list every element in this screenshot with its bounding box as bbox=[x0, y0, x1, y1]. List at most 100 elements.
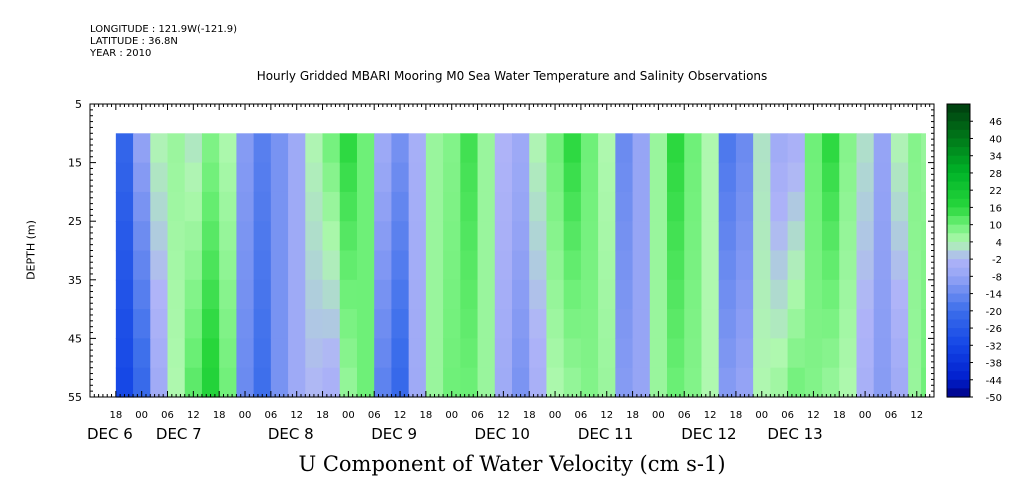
x-hour-label: 12 bbox=[807, 410, 820, 421]
heatmap-cell bbox=[494, 250, 513, 281]
heatmap-cell bbox=[753, 279, 771, 310]
heatmap-cell bbox=[529, 338, 548, 369]
heatmap-cell bbox=[219, 133, 237, 164]
heatmap-cell bbox=[598, 338, 616, 369]
heatmap-cell bbox=[873, 309, 892, 339]
heatmap-cell bbox=[908, 367, 922, 398]
x-hour-label: 06 bbox=[781, 410, 794, 421]
heatmap-cell bbox=[529, 309, 548, 339]
heatmap-cell bbox=[460, 221, 479, 252]
colorbar-label: 34 bbox=[989, 152, 1002, 163]
heatmap-cell bbox=[270, 367, 289, 398]
heatmap-cell bbox=[667, 191, 685, 222]
heatmap-cell bbox=[856, 279, 875, 310]
heatmap-cell bbox=[770, 250, 789, 281]
heatmap-cell bbox=[219, 309, 237, 339]
heatmap-cell bbox=[921, 250, 926, 281]
colorbar-swatch bbox=[947, 147, 970, 157]
heatmap-cell bbox=[322, 162, 341, 193]
heatmap-cell bbox=[374, 367, 393, 398]
heatmap-cell bbox=[649, 133, 668, 164]
heatmap-cell bbox=[649, 250, 668, 281]
heatmap-cell bbox=[735, 367, 754, 398]
heatmap-cell bbox=[219, 338, 237, 369]
heatmap-cell bbox=[615, 250, 634, 281]
colorbar-swatch bbox=[947, 224, 970, 234]
heatmap-cell bbox=[921, 191, 926, 222]
heatmap-cell bbox=[908, 279, 922, 310]
heatmap-cell bbox=[787, 279, 806, 310]
heatmap-cell bbox=[770, 309, 789, 339]
colorbar-swatch bbox=[947, 302, 970, 312]
heatmap-cell bbox=[391, 221, 410, 252]
heatmap-cell bbox=[563, 221, 582, 252]
heatmap-cell bbox=[184, 221, 203, 252]
colorbar-swatch bbox=[947, 172, 970, 183]
heatmap-cell bbox=[356, 162, 375, 193]
heatmap-cell bbox=[563, 250, 582, 281]
heatmap-cell bbox=[236, 309, 255, 339]
heatmap-cell bbox=[477, 279, 496, 310]
heatmap-cell bbox=[133, 162, 151, 193]
heatmap-cell bbox=[460, 279, 479, 310]
colorbar-swatch bbox=[947, 198, 970, 209]
heatmap-cell bbox=[236, 250, 255, 281]
heatmap-cell bbox=[580, 338, 599, 369]
heatmap-cell bbox=[856, 309, 875, 339]
x-hour-label: 00 bbox=[239, 410, 252, 421]
heatmap-cell bbox=[288, 191, 306, 222]
heatmap-cell bbox=[649, 221, 668, 252]
heatmap-cell bbox=[839, 133, 858, 164]
heatmap-cell bbox=[649, 191, 668, 222]
heatmap-cell bbox=[822, 279, 840, 310]
heatmap-cell bbox=[425, 191, 444, 222]
heatmap-cell bbox=[735, 338, 754, 369]
heatmap-cell bbox=[443, 309, 461, 339]
heatmap-cell bbox=[339, 221, 358, 252]
heatmap-cell bbox=[753, 191, 771, 222]
heatmap-cell bbox=[512, 279, 530, 310]
heatmap-cell bbox=[133, 309, 151, 339]
heatmap-cell bbox=[408, 133, 427, 164]
heatmap-cell bbox=[921, 133, 926, 164]
heatmap-cell bbox=[735, 191, 754, 222]
heatmap-cell bbox=[477, 250, 496, 281]
heatmap-cell bbox=[288, 221, 306, 252]
heatmap-cell bbox=[494, 191, 513, 222]
heatmap-cell bbox=[305, 250, 324, 281]
heatmap-cell bbox=[632, 162, 651, 193]
heatmap-cell bbox=[684, 279, 703, 310]
colorbar-swatch bbox=[947, 259, 970, 269]
heatmap-cell bbox=[770, 279, 789, 310]
heatmap-cell bbox=[253, 162, 272, 193]
colorbar-label: 10 bbox=[989, 221, 1002, 232]
heatmap-cell bbox=[270, 162, 289, 193]
heatmap-cell bbox=[167, 250, 186, 281]
heatmap-cell bbox=[443, 250, 461, 281]
heatmap-cell bbox=[391, 338, 410, 369]
heatmap-cell bbox=[305, 367, 324, 398]
heatmap-cell bbox=[529, 279, 548, 310]
heatmap-cell bbox=[374, 133, 393, 164]
heatmap-cell bbox=[598, 133, 616, 164]
colorbar-swatch bbox=[947, 276, 970, 286]
heatmap-cell bbox=[632, 191, 651, 222]
heatmap-cell bbox=[839, 309, 858, 339]
heatmap-cell bbox=[770, 133, 789, 164]
heatmap-cell bbox=[753, 367, 771, 398]
x-hour-label: 18 bbox=[316, 410, 329, 421]
heatmap-cell bbox=[236, 221, 255, 252]
heatmap-cell bbox=[494, 162, 513, 193]
y-tick-label: 45 bbox=[68, 332, 82, 345]
heatmap-cell bbox=[856, 133, 875, 164]
heatmap-cell bbox=[253, 367, 272, 398]
y-tick-label: 55 bbox=[68, 391, 82, 404]
heatmap-cell bbox=[167, 338, 186, 369]
heatmap-cell bbox=[667, 250, 685, 281]
heatmap-cell bbox=[460, 191, 479, 222]
colorbar-swatch bbox=[947, 310, 970, 321]
heatmap-cell bbox=[339, 367, 358, 398]
x-hour-label: 00 bbox=[549, 410, 562, 421]
heatmap-cell bbox=[667, 162, 685, 193]
heatmap-cell bbox=[339, 133, 358, 164]
